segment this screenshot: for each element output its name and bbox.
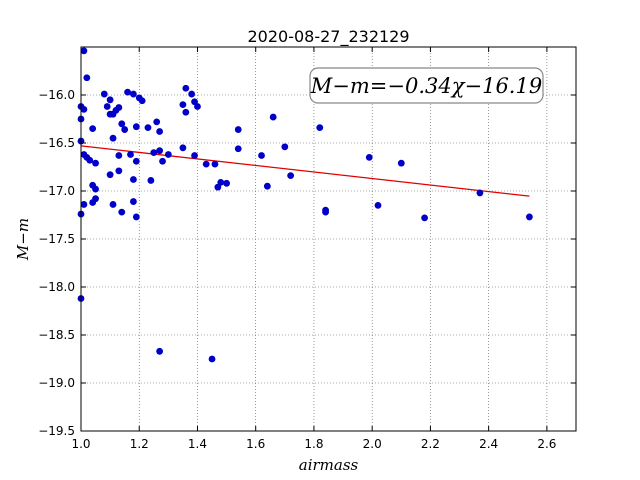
data-point bbox=[121, 126, 129, 133]
y-axis-label: M−m bbox=[14, 218, 32, 261]
data-point bbox=[164, 151, 172, 158]
data-point bbox=[80, 106, 88, 113]
data-point bbox=[150, 149, 158, 157]
data-point bbox=[132, 123, 140, 131]
data-point bbox=[281, 143, 289, 151]
x-tick-label: 2.4 bbox=[479, 437, 498, 451]
data-point bbox=[109, 134, 117, 142]
data-point bbox=[144, 124, 152, 132]
data-point bbox=[106, 171, 114, 179]
data-point bbox=[124, 88, 131, 96]
data-point bbox=[156, 128, 164, 135]
y-tick-label: −17.5 bbox=[38, 232, 75, 246]
data-point bbox=[234, 126, 242, 133]
data-point bbox=[132, 157, 140, 165]
data-point bbox=[159, 157, 166, 165]
data-point bbox=[526, 213, 533, 221]
axis-ticks: 1.0 1.2 1.4 1.6 1.8 2.0 2.2 2.4 2.6 −16.0 −16.5 −17… bbox=[38, 47, 576, 451]
y-tick-label: −18.5 bbox=[38, 328, 75, 342]
data-point bbox=[92, 185, 99, 193]
data-point bbox=[153, 118, 161, 126]
data-point bbox=[86, 156, 94, 164]
data-point bbox=[132, 213, 140, 221]
y-tick-label: −16.0 bbox=[38, 88, 75, 102]
x-tick-label: 1.6 bbox=[246, 437, 265, 451]
data-point bbox=[109, 201, 117, 208]
data-point bbox=[179, 101, 187, 108]
x-tick-label: 2.2 bbox=[421, 437, 440, 451]
y-tick-label: −16.5 bbox=[38, 136, 75, 150]
data-point bbox=[83, 74, 91, 82]
fit-equation-box: M−m=−0.34χ−16.19 bbox=[309, 67, 544, 104]
data-point bbox=[182, 84, 190, 92]
x-tick-label: 1.0 bbox=[71, 437, 90, 451]
data-point bbox=[269, 113, 277, 121]
data-point bbox=[138, 97, 146, 105]
data-point bbox=[156, 147, 164, 155]
x-tick-label: 1.4 bbox=[188, 437, 207, 451]
data-point bbox=[127, 151, 134, 158]
data-point bbox=[374, 202, 382, 209]
data-point bbox=[223, 179, 230, 187]
x-tick-label: 1.8 bbox=[304, 437, 323, 451]
data-point bbox=[115, 104, 123, 111]
data-point bbox=[80, 201, 88, 208]
data-point bbox=[202, 160, 210, 168]
data-point bbox=[208, 355, 216, 363]
data-point bbox=[92, 195, 99, 203]
data-point bbox=[179, 144, 187, 152]
data-point bbox=[103, 103, 111, 110]
data-point bbox=[130, 176, 137, 183]
data-point bbox=[92, 159, 99, 167]
data-point bbox=[234, 145, 242, 153]
data-point bbox=[118, 120, 126, 128]
data-point bbox=[194, 103, 201, 110]
data-point bbox=[476, 189, 484, 197]
data-point bbox=[115, 167, 123, 175]
x-tick-label: 2.6 bbox=[537, 437, 556, 451]
data-point bbox=[258, 152, 265, 159]
data-point bbox=[322, 208, 329, 216]
x-tick-label: 1.2 bbox=[130, 437, 149, 451]
fit-line-group bbox=[80, 145, 530, 197]
data-point bbox=[263, 182, 271, 190]
data-point bbox=[287, 172, 295, 180]
data-point bbox=[130, 90, 137, 98]
fit-equation: M−m=−0.34χ−16.19 bbox=[310, 74, 542, 98]
data-point bbox=[397, 159, 405, 167]
data-points bbox=[77, 47, 533, 363]
data-point bbox=[191, 152, 198, 159]
x-axis-label: airmass bbox=[299, 456, 359, 474]
y-tick-label: −17.0 bbox=[38, 184, 75, 198]
y-tick-label: −19.5 bbox=[38, 424, 75, 438]
data-point bbox=[100, 90, 108, 98]
data-point bbox=[211, 160, 219, 168]
fit-equation-frame bbox=[309, 67, 544, 104]
data-point bbox=[156, 347, 164, 355]
grid-lines bbox=[81, 47, 576, 431]
y-tick-label: −18.0 bbox=[38, 280, 75, 294]
data-point bbox=[80, 47, 88, 55]
data-point bbox=[182, 108, 190, 116]
data-point bbox=[130, 198, 137, 205]
data-point bbox=[217, 178, 225, 186]
data-point bbox=[89, 125, 97, 132]
data-point bbox=[316, 124, 324, 132]
data-point bbox=[115, 152, 123, 159]
data-point bbox=[188, 90, 196, 98]
data-point bbox=[118, 208, 126, 216]
y-tick-label: −19.0 bbox=[38, 376, 75, 390]
data-point bbox=[365, 154, 373, 161]
chart-title: 2020-08-27_232129 bbox=[247, 27, 409, 47]
data-point bbox=[147, 177, 155, 184]
x-tick-label: 2.0 bbox=[363, 437, 382, 451]
data-point bbox=[421, 214, 428, 222]
fit-line bbox=[80, 145, 530, 197]
data-point bbox=[106, 96, 114, 104]
